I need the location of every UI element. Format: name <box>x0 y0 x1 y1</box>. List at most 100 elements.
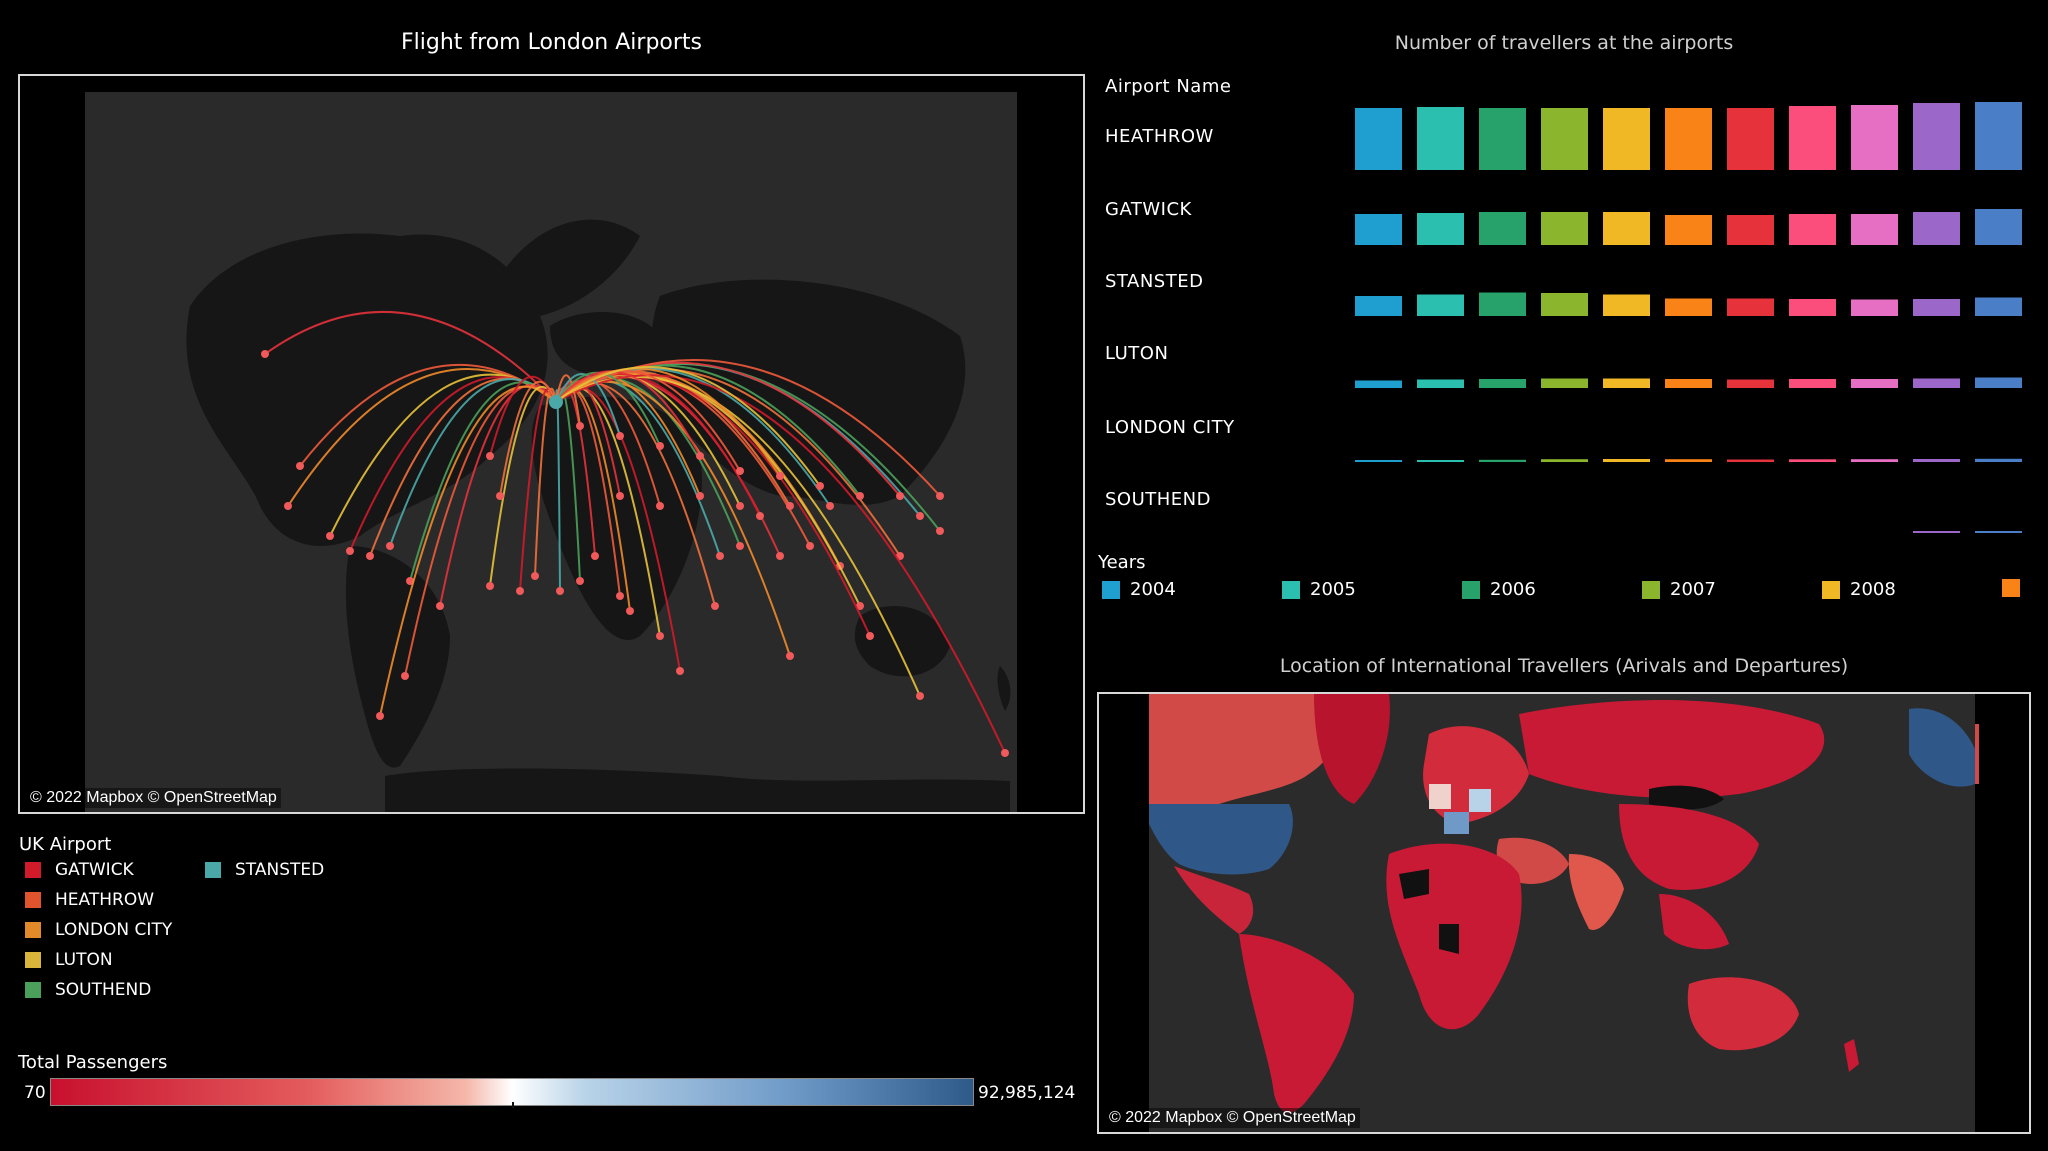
region-greenland[interactable] <box>1314 694 1390 804</box>
flight-route[interactable] <box>555 374 581 427</box>
year-item-2005[interactable]: 2005 <box>1282 579 1356 600</box>
intl-travellers-map[interactable]: © 2022 Mapbox © OpenStreetMap <box>1097 692 2031 1134</box>
bar-stansted-1[interactable] <box>1417 294 1464 317</box>
region-mongolia[interactable] <box>1649 785 1724 810</box>
bar-gatwick-5[interactable] <box>1665 215 1712 245</box>
destination-marker[interactable] <box>756 512 764 520</box>
region-new-zealand[interactable] <box>1844 1039 1859 1072</box>
flight-route[interactable] <box>499 380 557 497</box>
year-item-2008[interactable]: 2008 <box>1822 579 1896 600</box>
destination-marker[interactable] <box>776 472 784 480</box>
destination-marker[interactable] <box>376 712 384 720</box>
legend-item-gatwick[interactable]: GATWICK <box>25 860 134 880</box>
bar-luton-7[interactable] <box>1789 379 1836 388</box>
flight-route[interactable] <box>555 374 1006 754</box>
legend-item-london-city[interactable]: LONDON CITY <box>25 920 172 940</box>
bar-luton-3[interactable] <box>1541 378 1588 389</box>
bar-luton-1[interactable] <box>1417 379 1464 389</box>
destination-marker[interactable] <box>591 552 599 560</box>
destination-marker[interactable] <box>736 502 744 510</box>
bar-heathrow-1[interactable] <box>1417 107 1464 170</box>
destination-marker[interactable] <box>486 452 494 460</box>
bar-london-city-4[interactable] <box>1603 459 1650 462</box>
destination-marker[interactable] <box>806 542 814 550</box>
destination-marker[interactable] <box>296 462 304 470</box>
flight-route[interactable] <box>379 385 557 717</box>
region-china[interactable] <box>1619 804 1759 890</box>
bar-heathrow-3[interactable] <box>1541 108 1588 170</box>
destination-marker[interactable] <box>776 552 784 560</box>
bar-heathrow-7[interactable] <box>1789 106 1836 170</box>
bar-london-city-7[interactable] <box>1789 459 1836 462</box>
bar-heathrow-9[interactable] <box>1913 103 1960 170</box>
year-item-2004[interactable]: 2004 <box>1102 579 1176 600</box>
bar-heathrow-6[interactable] <box>1727 108 1774 170</box>
region-east-edge[interactable] <box>1975 724 1979 784</box>
bar-stansted-4[interactable] <box>1603 294 1650 317</box>
destination-marker[interactable] <box>676 667 684 675</box>
bar-luton-4[interactable] <box>1603 378 1650 389</box>
destination-marker[interactable] <box>486 582 494 590</box>
flight-route[interactable] <box>555 367 781 477</box>
year-item-next[interactable] <box>2002 579 2030 597</box>
bar-heathrow-0[interactable] <box>1355 108 1402 170</box>
bar-luton-5[interactable] <box>1665 379 1712 388</box>
flight-route[interactable] <box>555 371 661 447</box>
bar-heathrow-10[interactable] <box>1975 102 2022 170</box>
destination-marker[interactable] <box>656 442 664 450</box>
destination-marker[interactable] <box>786 502 794 510</box>
flight-route[interactable] <box>555 385 596 557</box>
region-australia[interactable] <box>1687 977 1799 1051</box>
destination-marker[interactable] <box>936 492 944 500</box>
destination-marker[interactable] <box>366 552 374 560</box>
destination-marker[interactable] <box>916 512 924 520</box>
flight-route[interactable] <box>555 389 561 592</box>
bar-gatwick-10[interactable] <box>1975 209 2022 245</box>
flight-route[interactable] <box>264 310 557 403</box>
destination-marker[interactable] <box>386 542 394 550</box>
bar-stansted-0[interactable] <box>1355 296 1402 316</box>
region-uk[interactable] <box>1429 784 1451 809</box>
bar-stansted-7[interactable] <box>1789 299 1836 316</box>
destination-marker[interactable] <box>936 527 944 535</box>
destination-marker[interactable] <box>326 532 334 540</box>
year-item-2006[interactable]: 2006 <box>1462 579 1536 600</box>
legend-item-heathrow[interactable]: HEATHROW <box>25 890 154 910</box>
flight-route[interactable] <box>555 369 741 472</box>
region-canada[interactable] <box>1149 694 1343 804</box>
bar-gatwick-8[interactable] <box>1851 214 1898 245</box>
bar-heathrow-2[interactable] <box>1479 108 1526 170</box>
destination-marker[interactable] <box>736 542 744 550</box>
legend-item-stansted[interactable]: STANSTED <box>205 860 324 880</box>
bar-luton-6[interactable] <box>1727 379 1774 389</box>
bar-london-city-2[interactable] <box>1479 459 1526 462</box>
destination-marker[interactable] <box>786 652 794 660</box>
bar-luton-2[interactable] <box>1479 379 1526 388</box>
bar-stansted-10[interactable] <box>1975 297 2022 317</box>
bar-heathrow-8[interactable] <box>1851 105 1898 170</box>
bar-luton-9[interactable] <box>1913 378 1960 389</box>
destination-marker[interactable] <box>736 467 744 475</box>
destination-marker[interactable] <box>261 350 269 358</box>
bar-luton-10[interactable] <box>1975 377 2022 389</box>
destination-marker[interactable] <box>616 432 624 440</box>
region-mexico[interactable] <box>1174 866 1254 934</box>
region-se-asia[interactable] <box>1659 894 1729 950</box>
region-usa[interactable] <box>1149 804 1293 875</box>
destination-marker[interactable] <box>401 672 409 680</box>
destination-marker[interactable] <box>856 602 864 610</box>
destination-marker[interactable] <box>696 492 704 500</box>
bar-london-city-1[interactable] <box>1417 460 1464 462</box>
legend-item-luton[interactable]: LUTON <box>25 950 113 970</box>
region-india[interactable] <box>1568 854 1624 930</box>
bar-stansted-6[interactable] <box>1727 298 1774 317</box>
flight-route[interactable] <box>555 366 821 487</box>
bar-london-city-5[interactable] <box>1665 459 1712 462</box>
destination-marker[interactable] <box>716 552 724 560</box>
destination-marker[interactable] <box>656 502 664 510</box>
destination-marker[interactable] <box>346 547 354 555</box>
bar-southend-9[interactable] <box>1913 531 1960 533</box>
destination-marker[interactable] <box>816 482 824 490</box>
destination-marker[interactable] <box>896 492 904 500</box>
flight-route[interactable] <box>439 384 557 607</box>
